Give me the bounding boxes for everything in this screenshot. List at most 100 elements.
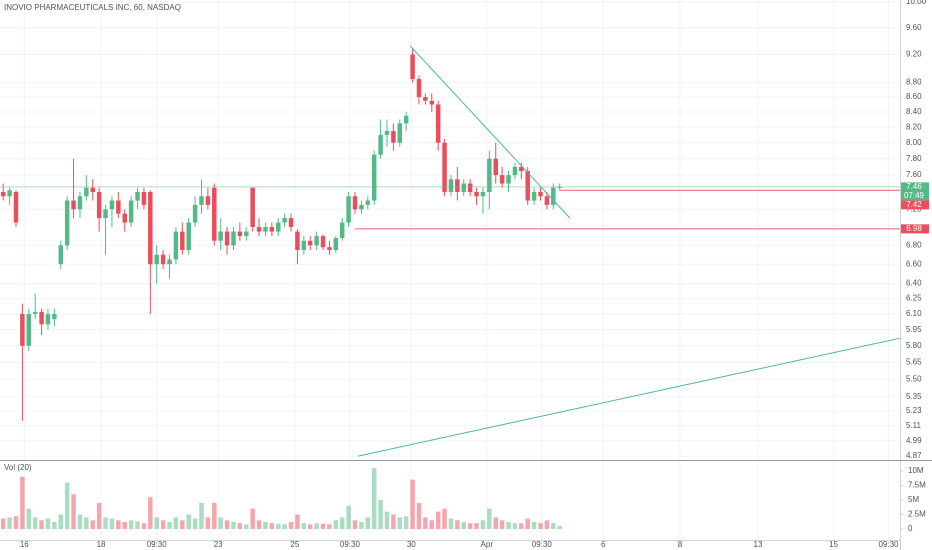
candle-body [493, 158, 498, 176]
price-label: 6.98 [906, 224, 922, 233]
candle-body [487, 158, 492, 192]
volume-bar [58, 514, 64, 529]
candle-body [199, 196, 204, 205]
price-label-box [901, 200, 929, 210]
y-tick-label: 5.95 [906, 325, 922, 334]
volume-bar [314, 523, 319, 529]
x-tick-label: 30 [407, 540, 416, 549]
candle-body [544, 196, 550, 205]
candle-body [282, 218, 287, 223]
y-tick-label: 5.11 [906, 421, 922, 430]
x-tick-label: 18 [97, 540, 106, 549]
x-tick-label: 15 [829, 540, 838, 549]
y-tick-label: 6.80 [906, 240, 922, 249]
volume-bar [519, 523, 524, 529]
candle-body [58, 245, 64, 265]
volume-bar [525, 518, 530, 529]
volume-bar [13, 516, 19, 529]
volume-bar [52, 522, 57, 529]
volume-tick-label: 2.5M [908, 510, 926, 519]
candle-body [45, 313, 51, 325]
volume-bar [96, 502, 102, 529]
candle-body [141, 191, 147, 205]
volume-bar [551, 523, 556, 529]
candle-body [173, 231, 179, 260]
candle-body [512, 166, 518, 176]
volume-bar [480, 520, 486, 529]
volume-bar [263, 522, 268, 529]
y-tick-label: 5.50 [906, 374, 922, 383]
volume-bar [371, 468, 377, 529]
price-label-box [901, 224, 929, 234]
candle-body [391, 131, 396, 143]
candle-body [256, 227, 262, 232]
candle-body [467, 183, 473, 192]
volume-bar [301, 523, 307, 529]
candle-body [346, 196, 351, 223]
chart-title: INOVIO PHARMACEUTICALS INC, 60, NASDAQ [4, 3, 181, 12]
volume-bar [192, 518, 198, 529]
volume-bar [122, 522, 127, 529]
volume-bar [295, 514, 300, 529]
volume-bar [442, 508, 447, 529]
x-tick-label: 09:30 [878, 540, 899, 549]
y-tick-label: 6.25 [906, 294, 922, 303]
y-tick-label: 8.40 [906, 107, 922, 116]
volume-bar [538, 523, 543, 529]
y-tick-label: 8.00 [906, 138, 922, 147]
candle-body [423, 97, 428, 101]
candle-body [71, 200, 76, 210]
volume-tick-label: 0 [908, 524, 913, 533]
y-tick-label: 8.80 [906, 78, 922, 87]
candle-body [352, 196, 358, 210]
volume-bar [410, 479, 415, 529]
volume-bar [365, 517, 371, 529]
candle-body [314, 236, 319, 246]
candle-body [410, 54, 415, 80]
y-tick-label: 5.80 [906, 341, 922, 350]
candle-body [519, 166, 524, 172]
candle-body [365, 200, 371, 205]
candle-body [52, 313, 57, 320]
candle-body [474, 191, 479, 197]
volume-bar [173, 517, 179, 529]
volume-bar [391, 514, 396, 529]
candle-body [416, 79, 422, 98]
candle-body [480, 191, 486, 197]
candle-body [435, 104, 441, 143]
candle-body [180, 231, 185, 251]
volume-bar [71, 494, 76, 529]
volume-bar [26, 508, 32, 529]
candle-body [250, 187, 255, 228]
volume-bar [20, 476, 25, 529]
candle-body [96, 191, 102, 219]
volume-bar [135, 521, 140, 529]
volume-bar [359, 522, 364, 529]
candle-body [263, 227, 268, 232]
volume-tick-label: 5M [908, 495, 919, 504]
candle-body [26, 313, 32, 346]
x-tick-label: 23 [214, 540, 223, 549]
candle-body [0, 191, 6, 197]
candle-body [307, 240, 313, 246]
candle-body [13, 191, 19, 223]
volume-bar [403, 516, 409, 529]
candle-body [276, 222, 281, 232]
volume-bar [180, 520, 185, 529]
x-tick-label: 25 [290, 540, 299, 549]
volume-bar [327, 524, 332, 529]
candle-body [378, 134, 383, 155]
x-tick-label: 6 [601, 540, 606, 549]
volume-bar [435, 511, 441, 529]
candle-body [538, 191, 543, 197]
candle-body [531, 191, 537, 201]
y-tick-label: 5.23 [906, 406, 922, 415]
volume-bar [141, 523, 147, 529]
candle-body [384, 131, 390, 135]
volume-bar [32, 517, 38, 529]
candle-body [7, 190, 12, 197]
volume-bar [199, 502, 204, 529]
candle-body [90, 187, 95, 192]
